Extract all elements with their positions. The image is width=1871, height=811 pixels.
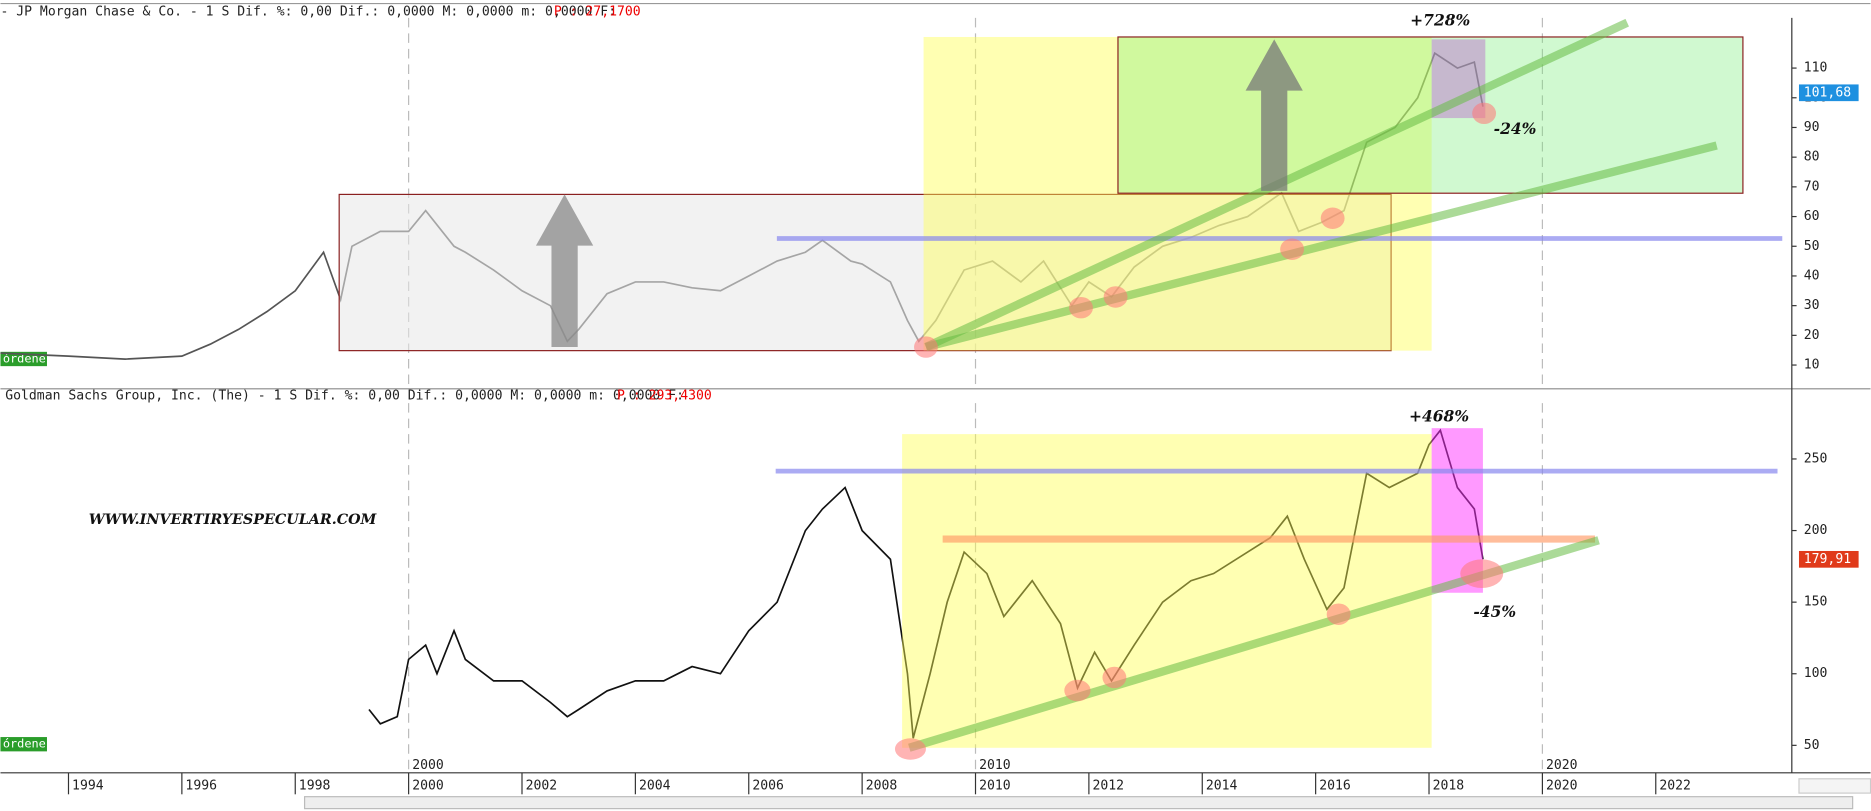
- scrollbar[interactable]: [303, 796, 1854, 810]
- x-tick-label: 2018: [1433, 778, 1465, 793]
- x-tick-label: 2022: [1659, 778, 1691, 793]
- watermark: WWW.INVERTIRYESPECULAR.COM: [89, 512, 378, 528]
- pivot: [1280, 238, 1305, 260]
- y-tick-label: 110: [1804, 61, 1828, 76]
- x-tick-label: 2000: [412, 778, 444, 793]
- x-tick-label: 2010: [979, 778, 1011, 793]
- pivot: [914, 336, 938, 358]
- pivot: [1460, 559, 1504, 588]
- orders-badge[interactable]: [0, 737, 47, 752]
- y-tick-label: 150: [1804, 595, 1828, 610]
- pivot-circles: [894, 559, 1504, 760]
- last-price-tag: [1798, 550, 1859, 568]
- y-tick-label: 200: [1804, 523, 1828, 538]
- pivot-circles: [914, 102, 1497, 358]
- y-tick-label: 20: [1804, 328, 1820, 343]
- decade-label: 2000: [412, 758, 444, 773]
- price-line: [368, 428, 1484, 739]
- toolbar[interactable]: [1798, 778, 1871, 794]
- last-price-label: 179,91: [1804, 552, 1851, 567]
- x-tick-label: 1994: [72, 778, 104, 793]
- highlight-box: [923, 36, 1432, 351]
- gain-annotation: +728%: [1410, 10, 1470, 29]
- price-note: P : 293,4300: [617, 388, 712, 403]
- pivot: [1064, 679, 1091, 702]
- pivot: [1103, 286, 1128, 308]
- pivot: [1320, 207, 1345, 229]
- drawings-top: +728% -24%: [338, 10, 1783, 358]
- x-tick-label: 2004: [639, 778, 671, 793]
- y-tick-label: 250: [1804, 451, 1828, 466]
- y-tick-label: 50: [1804, 239, 1820, 254]
- up-arrow: [535, 194, 594, 348]
- orders-label[interactable]: órdenes: [3, 737, 53, 751]
- x-tick-label: 1998: [299, 778, 331, 793]
- y-tick-label: 60: [1804, 209, 1820, 224]
- drawings-bottom: +468% -45% WWW.INVERTIRYESPECULAR.COM: [89, 406, 1778, 760]
- pivot: [1472, 102, 1497, 125]
- y-tick-label: 50: [1804, 738, 1820, 753]
- pivot: [1326, 603, 1351, 625]
- y-tick-label: 40: [1804, 268, 1820, 283]
- axes: 102030405060708090100110101,685010015020…: [67, 61, 1859, 795]
- y-tick-label: 80: [1804, 150, 1820, 165]
- x-tick-label: 1996: [185, 778, 217, 793]
- y-tick-label: 10: [1804, 358, 1820, 373]
- gain-annotation: +468%: [1409, 406, 1469, 425]
- pivot: [894, 738, 926, 760]
- loss-annotation: -45%: [1473, 602, 1516, 621]
- x-tick-label: 2008: [866, 778, 898, 793]
- y-tick-label: 90: [1804, 120, 1820, 135]
- x-tick-label: 2006: [752, 778, 784, 793]
- x-tick-label: 2002: [526, 778, 558, 793]
- last-price-label: 101,68: [1804, 85, 1851, 100]
- x-tick-label: 2012: [1092, 778, 1124, 793]
- pivot: [1069, 296, 1093, 319]
- decade-label: 2010: [979, 758, 1011, 773]
- last-price-tag: [1798, 84, 1859, 102]
- up-arrow: [1245, 39, 1303, 191]
- y-tick-label: 30: [1804, 298, 1820, 313]
- y-tick-label: 100: [1804, 666, 1828, 681]
- pivot: [1102, 666, 1127, 689]
- trend-line: [924, 141, 1718, 352]
- price-note: P : 27,1700: [554, 4, 641, 19]
- pane-header: - JP Morgan Chase & Co. - 1 S Dif. %: 0,…: [0, 4, 616, 19]
- pane-header: Goldman Sachs Group, Inc. (The) - 1 S Di…: [5, 388, 684, 403]
- x-tick-label: 2016: [1319, 778, 1351, 793]
- x-tick-label: 2020: [1546, 778, 1578, 793]
- loss-annotation: -24%: [1494, 119, 1537, 138]
- y-tick-label: 70: [1804, 179, 1820, 194]
- highlight-box: [902, 434, 1432, 748]
- x-tick-label: 2014: [1206, 778, 1238, 793]
- decade-label: 2020: [1546, 758, 1578, 773]
